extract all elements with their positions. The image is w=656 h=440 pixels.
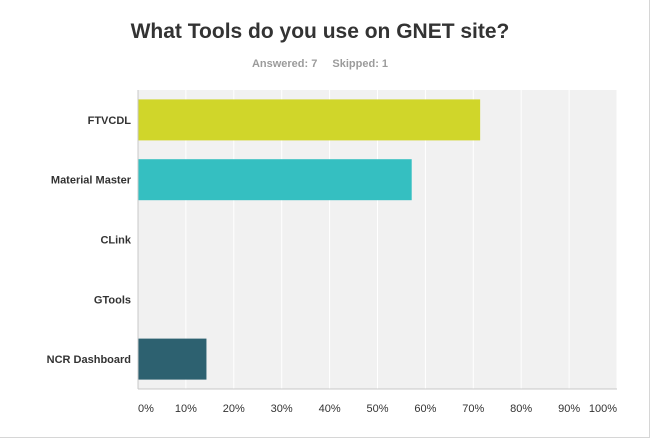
- x-tick-label: 0%: [138, 403, 154, 415]
- bar-material-master: [138, 159, 412, 201]
- bar-ncr-dashboard: [138, 338, 207, 380]
- answered-count: Answered: 7: [251, 58, 318, 70]
- x-tick-label: 80%: [510, 403, 532, 415]
- x-tick-label: 30%: [271, 403, 293, 415]
- bar-ftvcdl: [138, 99, 481, 141]
- x-tick-label: 90%: [558, 403, 580, 415]
- category-label: NCR Dashboard: [47, 354, 131, 366]
- x-tick-label: 60%: [414, 403, 436, 415]
- x-tick-label: 10%: [175, 403, 197, 415]
- chart-title: What Tools do you use on GNET site?: [130, 20, 510, 43]
- x-tick-label: 50%: [366, 403, 388, 415]
- x-tick-label: 20%: [223, 403, 245, 415]
- category-label: CLink: [100, 235, 131, 247]
- response-summary: Answered: 7 Skipped: 1: [0, 58, 640, 70]
- category-label: Material Master: [51, 175, 132, 187]
- category-label: FTVCDL: [88, 115, 132, 127]
- x-tick-label: 70%: [462, 403, 484, 415]
- category-label: GTools: [94, 294, 131, 306]
- skipped-count: Skipped: 1: [332, 58, 389, 70]
- x-tick-label: 100%: [589, 403, 617, 415]
- x-tick-label: 40%: [319, 403, 341, 415]
